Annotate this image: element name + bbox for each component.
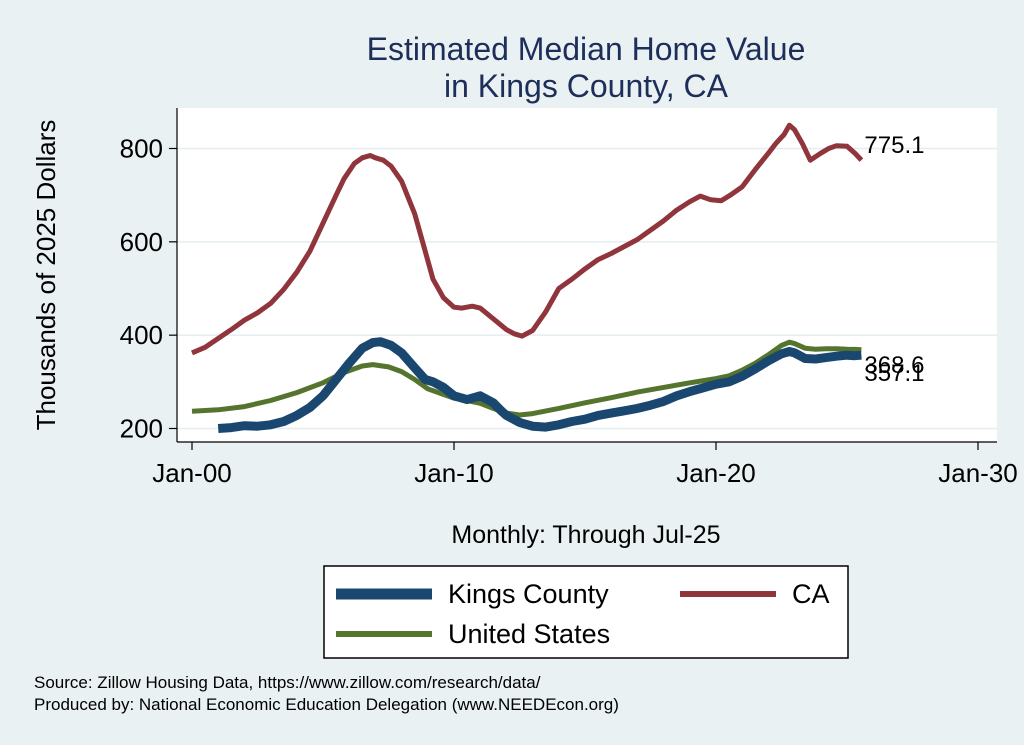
end-label-united-states: 368.6 <box>864 352 924 379</box>
legend-label-united-states: United States <box>448 619 610 649</box>
x-tick-label: Jan-20 <box>676 458 756 488</box>
legend-label-ca: CA <box>792 579 830 609</box>
legend-label-kings-county: Kings County <box>448 579 609 609</box>
source-note: Source: Zillow Housing Data, https://www… <box>34 673 541 692</box>
x-tick-label: Jan-30 <box>938 458 1018 488</box>
series-line-kings-county <box>217 337 862 433</box>
x-axis-title: Monthly: Through Jul-25 <box>451 521 720 549</box>
series-line-ca <box>191 122 864 356</box>
end-label-ca: 775.1 <box>864 132 924 159</box>
axis-ticks: 200 400 600 800 Jan-00 Jan-10 Jan-20 Jan-30 <box>120 134 1018 489</box>
series-lines <box>191 122 864 433</box>
chart-title-line-2: in Kings County, CA <box>444 68 729 104</box>
legend-box <box>323 565 849 659</box>
chart-title-line-1: Estimated Median Home Value <box>367 31 806 67</box>
legend: Kings County CA United States <box>323 565 849 659</box>
x-tick-label: Jan-00 <box>152 458 232 488</box>
x-tick-label: Jan-10 <box>414 458 494 488</box>
produced-by-note: Produced by: National Economic Education… <box>34 695 619 714</box>
y-axis-title: Thousands of 2025 Dollars <box>31 120 61 431</box>
y-tick-label: 600 <box>120 227 163 257</box>
series-line-united-states <box>191 339 862 418</box>
y-tick-label: 400 <box>120 320 163 350</box>
y-tick-label: 200 <box>120 414 163 444</box>
axes <box>176 108 997 443</box>
end-label-kings-county: 357.1 <box>864 360 924 387</box>
y-tick-label: 800 <box>120 134 163 164</box>
